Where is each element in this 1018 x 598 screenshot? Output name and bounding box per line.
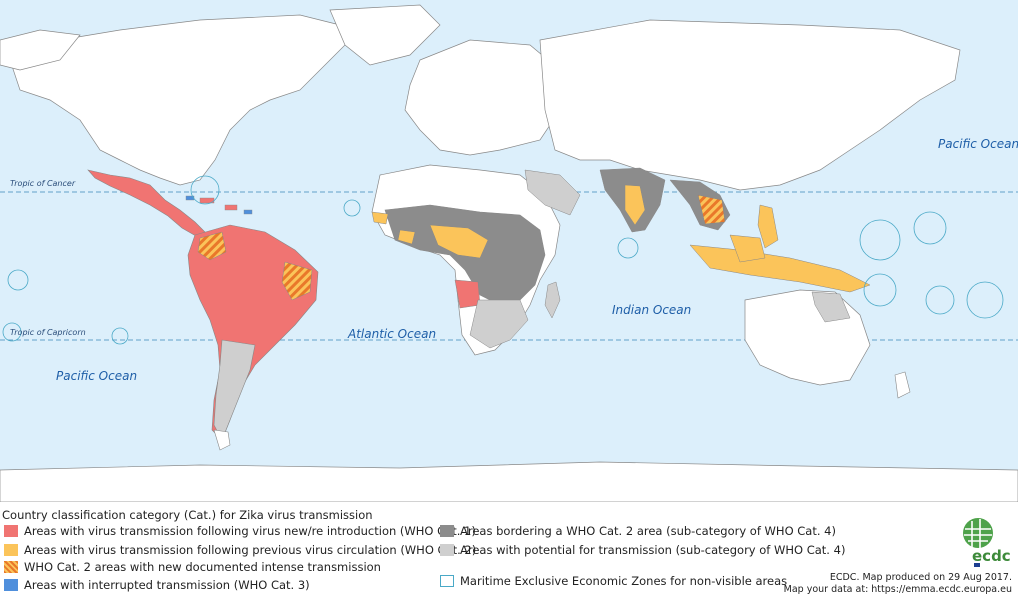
area-borneo bbox=[729, 234, 766, 263]
landmass-madagascar bbox=[544, 281, 561, 319]
area-brazil-ne-intense bbox=[281, 261, 313, 301]
landmass-new-zealand bbox=[894, 371, 911, 399]
legend-label-cat3: Areas with interrupted transmission (WHO… bbox=[24, 578, 310, 592]
landmass-alaska-west bbox=[0, 29, 81, 71]
legend-label-cat2: Areas with virus transmission following … bbox=[24, 543, 477, 557]
legend-item-cat2: Areas with virus transmission following … bbox=[4, 543, 476, 557]
area-philippines bbox=[757, 204, 779, 249]
label-pacific-ocean-west: Pacific Ocean bbox=[56, 369, 137, 383]
area-africa-cat2-coast bbox=[397, 229, 416, 245]
area-colombia-intense bbox=[197, 231, 227, 261]
eez-pacific-west-3 bbox=[111, 327, 129, 345]
area-india-cat2 bbox=[624, 184, 646, 226]
swatch-cat1 bbox=[4, 525, 18, 537]
legend-label-cat2-intense: WHO Cat. 2 areas with new documented int… bbox=[24, 560, 381, 574]
legend-item-eez: Maritime Exclusive Economic Zones for no… bbox=[440, 574, 787, 588]
legend-item-cat1: Areas with virus transmission following … bbox=[4, 524, 476, 538]
legend-item-bordering: Areas bordering a WHO Cat. 2 area (sub-c… bbox=[440, 524, 836, 538]
swatch-cat2-intense bbox=[4, 561, 18, 573]
area-patagonia bbox=[213, 429, 231, 451]
landmass-north-america bbox=[9, 14, 361, 186]
eu-flag-icon bbox=[974, 563, 980, 567]
landmass-asia bbox=[539, 19, 961, 191]
eez-pacific-east-2 bbox=[913, 211, 947, 245]
ecdc-logo: ecdc bbox=[963, 518, 1011, 567]
legend-label-bordering: Areas bordering a WHO Cat. 2 area (sub-c… bbox=[460, 524, 836, 538]
eez-pacific-east-3 bbox=[966, 281, 1004, 319]
area-caribbean-4 bbox=[185, 195, 195, 201]
swatch-eez bbox=[440, 575, 454, 587]
swatch-potential bbox=[440, 544, 454, 556]
area-indonesia bbox=[689, 244, 871, 293]
eez-maldives bbox=[617, 237, 639, 259]
label-tropic-of-cancer: Tropic of Cancer bbox=[10, 179, 76, 188]
eez-pacific-east-5 bbox=[863, 273, 897, 307]
legend-panel: Country classification category (Cat.) f… bbox=[0, 502, 1018, 598]
eez-pacific-east-4 bbox=[925, 285, 955, 315]
swatch-bordering bbox=[440, 525, 454, 537]
area-north-australia bbox=[811, 291, 851, 323]
eez-pacific-east-1 bbox=[859, 219, 901, 261]
area-africa-cat2-central bbox=[429, 224, 489, 259]
eez-cape-verde bbox=[343, 199, 361, 217]
area-southern-africa bbox=[469, 299, 529, 349]
ecdc-logo-text: ecdc bbox=[972, 547, 1011, 565]
label-indian-ocean: Indian Ocean bbox=[612, 303, 691, 317]
zika-world-map: Pacific Ocean Pacific Ocean Atlantic Oce… bbox=[0, 0, 1018, 502]
label-pacific-ocean-east: Pacific Ocean bbox=[938, 137, 1018, 151]
area-caribbean-3 bbox=[243, 209, 253, 215]
legend-label-cat1: Areas with virus transmission following … bbox=[24, 524, 476, 538]
area-se-asia-intense bbox=[697, 194, 726, 225]
credit-map-data: Map your data at: https://emma.ecdc.euro… bbox=[783, 584, 1012, 595]
area-africa-cat2-west bbox=[371, 211, 389, 225]
eez-pacific-west-1 bbox=[7, 269, 29, 291]
eez-pacific-west-2 bbox=[2, 322, 22, 342]
landmass-europe bbox=[404, 39, 561, 156]
swatch-cat3 bbox=[4, 579, 18, 591]
legend-title: Country classification category (Cat.) f… bbox=[2, 508, 373, 522]
legend-item-cat2-intense: WHO Cat. 2 areas with new documented int… bbox=[4, 560, 381, 574]
eez-caribbean bbox=[190, 175, 220, 205]
landmass-antarctica bbox=[0, 461, 1018, 502]
label-tropic-of-capricorn: Tropic of Capricorn bbox=[10, 328, 86, 337]
area-arabia bbox=[524, 169, 581, 216]
legend-label-eez: Maritime Exclusive Economic Zones for no… bbox=[460, 574, 788, 588]
area-southern-cone bbox=[213, 339, 256, 441]
legend-item-cat3: Areas with interrupted transmission (WHO… bbox=[4, 578, 310, 592]
swatch-cat2 bbox=[4, 544, 18, 556]
credit-produced: ECDC. Map produced on 29 Aug 2017. bbox=[829, 572, 1012, 583]
area-caribbean-2 bbox=[224, 204, 238, 211]
ecdc-globe-icon bbox=[963, 518, 993, 548]
label-atlantic-ocean: Atlantic Ocean bbox=[347, 327, 436, 341]
legend-label-potential: Areas with potential for transmission (s… bbox=[460, 543, 846, 557]
legend-item-potential: Areas with potential for transmission (s… bbox=[440, 543, 845, 557]
landmass-greenland bbox=[329, 4, 441, 66]
